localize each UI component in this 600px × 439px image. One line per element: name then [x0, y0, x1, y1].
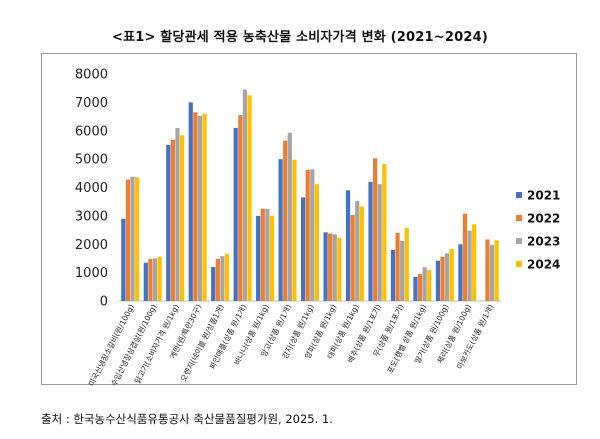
bar-2024 — [224, 253, 230, 301]
bar-2022 — [215, 259, 220, 301]
bar-2024 — [472, 224, 477, 301]
bar-2021 — [166, 144, 171, 301]
bar-2024 — [382, 163, 387, 301]
bar-2022 — [440, 256, 445, 301]
bar-2023 — [377, 184, 382, 301]
bar-2024 — [135, 177, 140, 301]
bar-2021 — [413, 276, 418, 301]
bar-2023 — [355, 201, 360, 301]
bar-2023 — [422, 267, 427, 301]
bar-2023 — [332, 234, 337, 301]
legend-swatch — [516, 261, 522, 267]
bar-2023 — [310, 169, 315, 301]
bar-2024 — [202, 113, 207, 301]
bar-2022 — [462, 213, 468, 301]
bar-2021 — [143, 262, 148, 301]
y-tick-label: 6000 — [75, 124, 108, 139]
bar-2024 — [247, 95, 252, 301]
bar-2021 — [211, 266, 216, 301]
bar-2022 — [283, 140, 288, 301]
bar-2022 — [193, 112, 198, 302]
bar-2022 — [305, 169, 310, 301]
y-tick-label: 2000 — [75, 238, 108, 253]
bar-2021 — [278, 159, 283, 301]
bar-2021 — [301, 197, 306, 301]
bar-2023 — [265, 209, 270, 301]
bar-2022 — [417, 274, 423, 301]
legend-label: 2022 — [527, 212, 560, 226]
bar-2021 — [458, 244, 463, 301]
bar-2022 — [485, 239, 490, 301]
bar-2023 — [400, 240, 405, 301]
bar-2021 — [345, 190, 351, 301]
bar-2023 — [445, 253, 450, 301]
bar-2021 — [323, 232, 328, 301]
bar-2023 — [242, 89, 247, 301]
bar-2023 — [489, 245, 495, 301]
y-tick-label: 4000 — [75, 181, 108, 196]
bar-2021 — [188, 102, 193, 301]
legend-swatch — [516, 192, 522, 198]
bar-2022 — [395, 232, 400, 301]
legend-label: 2023 — [527, 235, 560, 249]
chart-title: <표1> 할당관세 적용 농축산물 소비자가격 변화 (2021~2024) — [111, 30, 488, 45]
y-tick-label: 8000 — [75, 68, 108, 83]
bar-2021 — [256, 215, 261, 301]
y-tick-label: 0 — [100, 295, 108, 310]
bar-2022 — [125, 179, 131, 301]
bar-2024 — [404, 227, 409, 301]
bar-2023 — [287, 132, 292, 301]
bar-2022 — [260, 208, 265, 301]
bar-2022 — [328, 233, 333, 301]
bar-2024 — [179, 135, 185, 301]
bar-2022 — [170, 139, 175, 301]
bar-chart: 010002000300040005000600070008000미국산냉장소갈… — [75, 68, 561, 387]
bar-2021 — [233, 127, 238, 301]
bar-2023 — [130, 176, 135, 301]
bar-2021 — [368, 181, 373, 301]
bar-2024 — [494, 240, 499, 301]
bar-2024 — [337, 237, 342, 301]
bar-2023 — [220, 256, 225, 301]
bar-2023 — [152, 258, 158, 301]
chart-frame: 0 1000 2000 3000 4000 5000 6000 7000 8000 미국산냉장소갈… — [41, 53, 577, 387]
bar-2023 — [175, 127, 180, 301]
category-label: 포도(캠벨 상품 원/1kg) — [385, 302, 429, 375]
bar-2024 — [359, 206, 364, 301]
y-tick-label: 1000 — [75, 266, 108, 281]
bar-2022 — [238, 115, 243, 301]
y-tick-label: 7000 — [75, 96, 108, 111]
bar-2024 — [449, 249, 454, 301]
bar-2022 — [373, 158, 378, 301]
bar-2022 — [350, 215, 355, 301]
bar-2024 — [292, 159, 297, 301]
bar-2023 — [467, 230, 472, 301]
source-note: 출처 : 한국농수산식품유통공사 축산물품질평가원, 2025. 1. — [41, 412, 333, 426]
legend-swatch — [516, 215, 522, 221]
legend-swatch — [516, 238, 522, 244]
legend-label: 2021 — [527, 189, 560, 203]
category-label: 오렌지(네이블 원/상품1개) — [178, 302, 226, 383]
legend-label: 2024 — [527, 258, 560, 272]
bar-2024 — [269, 215, 275, 301]
bar-2024 — [314, 184, 319, 301]
bar-2024 — [157, 256, 162, 301]
bar-2021 — [390, 249, 396, 301]
bar-2024 — [427, 270, 432, 301]
bar-2021 — [435, 260, 441, 301]
bar-2021 — [121, 218, 126, 301]
bar-2023 — [197, 115, 203, 301]
y-tick-label: 3000 — [75, 209, 108, 224]
bar-2022 — [148, 259, 153, 301]
y-tick-label: 5000 — [75, 153, 108, 168]
